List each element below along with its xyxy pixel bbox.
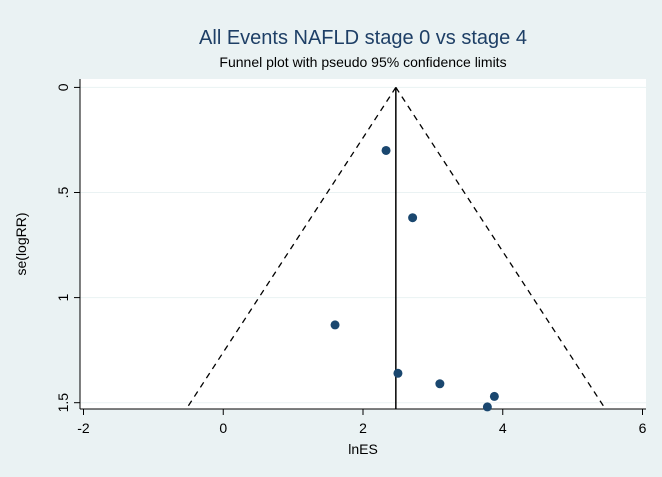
x-tick-label: 6: [639, 420, 647, 436]
data-points: [330, 145, 499, 412]
funnel-lines: [185, 87, 606, 410]
x-axis-ticks: -2 0 2 4 6: [77, 409, 647, 436]
y-axis-ticks: 0 .5 1 1.5: [55, 83, 80, 412]
x-tick-label: 2: [359, 420, 367, 436]
x-tick-label: 4: [499, 420, 507, 436]
x-tick-label: -2: [77, 420, 90, 436]
y-tick-label: .5: [55, 186, 71, 198]
y-axis-label: se(logRR): [13, 212, 29, 275]
upper-confidence-limit: [395, 87, 606, 410]
y-tick-label: 1.5: [55, 393, 71, 413]
study-point: [393, 368, 403, 378]
plot-area: [80, 79, 646, 409]
y-tick-label: 0: [55, 83, 71, 91]
y-tick-label: 1: [55, 293, 71, 301]
chart-subtitle: Funnel plot with pseudo 95% confidence l…: [219, 54, 506, 70]
study-point: [482, 402, 492, 412]
study-point: [381, 145, 391, 155]
lower-confidence-limit: [185, 87, 397, 410]
x-axis-label: lnES: [348, 441, 378, 457]
study-point: [435, 379, 445, 389]
x-tick-label: 0: [219, 420, 227, 436]
gridlines: [80, 86, 646, 404]
study-point: [408, 213, 418, 223]
chart-title: All Events NAFLD stage 0 vs stage 4: [199, 27, 527, 49]
study-point: [330, 320, 340, 330]
study-point: [489, 391, 499, 401]
